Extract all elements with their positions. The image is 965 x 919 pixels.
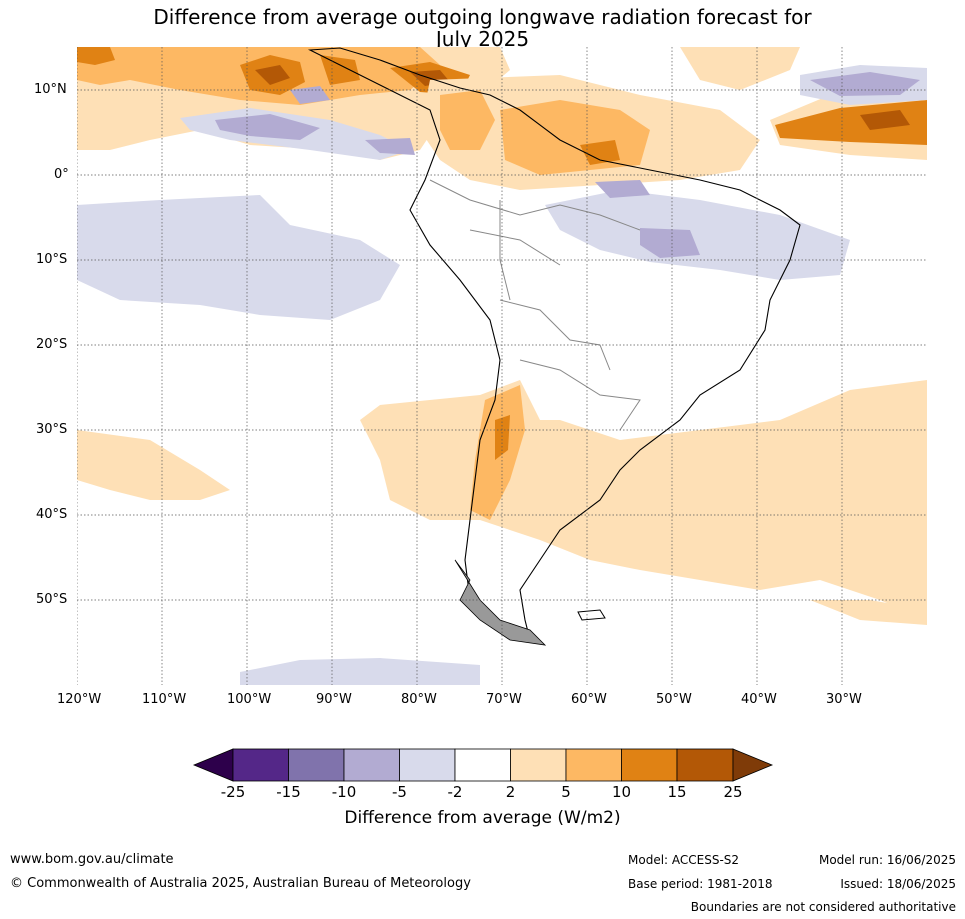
colorbar-extend-low [192,748,234,782]
colorbar-bin [399,748,456,782]
anomaly-region-southern-ocean-negative [240,658,480,685]
colorbar-extend-high [732,748,774,782]
colorbar-bin [621,748,678,782]
anomaly-region-south-pacific-negative [77,195,400,320]
south-america-coastline [307,47,801,641]
lat-label: 50°S [36,592,68,607]
anomaly-region-north-pacific-10-15 [77,47,115,65]
lon-label: 90°W [316,692,352,707]
colorbar-title: Difference from average (W/m2) [344,808,621,828]
footer-url[interactable]: www.bom.gov.au/climate [10,852,174,867]
colorbar-bin [232,748,289,782]
lat-label: 10°N [34,82,67,97]
lon-label: 80°W [401,692,437,707]
footer-base-period: Base period: 1981-2018 [628,877,773,891]
lon-label: 120°W [57,692,102,707]
colorbar-tick-label: -10 [331,783,357,801]
lon-label: 70°W [486,692,522,707]
lon-label: 60°W [571,692,607,707]
colorbar-bin [510,748,567,782]
lon-label: 110°W [142,692,187,707]
lat-label: 20°S [36,337,68,352]
map-title-line-2: July 2025 [435,27,530,51]
colorbar-tick-label: -15 [276,783,301,801]
colorbar-tick-label: -5 [392,783,407,801]
lat-label: 10°S [36,252,68,267]
colorbar-tick-label: 2 [505,783,516,801]
colorbar-tick-label: 5 [561,783,571,801]
colorbar-tick-label: -25 [220,783,246,801]
colorbar-bin [343,748,400,782]
colorbar-bin [676,748,734,782]
footer-copyright: © Commonwealth of Australia 2025, Austra… [10,876,471,891]
anomaly-region-brazil-negative [545,190,850,280]
tierra-del-fuego [454,559,547,646]
anomaly-field [77,47,927,685]
colorbar [192,748,774,782]
colorbar-bin [565,748,622,782]
colorbar-bin [454,748,511,782]
country-borders [429,179,641,431]
lon-label: 100°W [227,692,272,707]
lat-label: 40°S [36,507,68,522]
lon-label: 40°W [741,692,777,707]
falkland-islands [577,609,606,621]
colorbar-tick-label: 25 [723,783,743,801]
footer-model: Model: ACCESS-S2 [628,853,740,867]
lat-label: 30°S [36,422,68,437]
lat-label: 0° [54,167,69,182]
colorbar-tick-label: -2 [447,783,463,801]
colorbar-bin [288,748,345,782]
map-title-line-1: Difference from average outgoing longwav… [153,5,812,29]
footer-issued: Issued: 18/06/2025 [840,877,956,891]
footer-model-run: Model run: 16/06/2025 [818,853,956,867]
colorbar-tick-label: 15 [667,783,687,801]
colorbar-tick-label: 10 [611,783,632,801]
lon-label: 50°W [656,692,692,707]
graticule [77,47,927,685]
lon-label: 30°W [826,692,862,707]
footer-disclaimer: Boundaries are not considered authoritat… [690,900,956,914]
